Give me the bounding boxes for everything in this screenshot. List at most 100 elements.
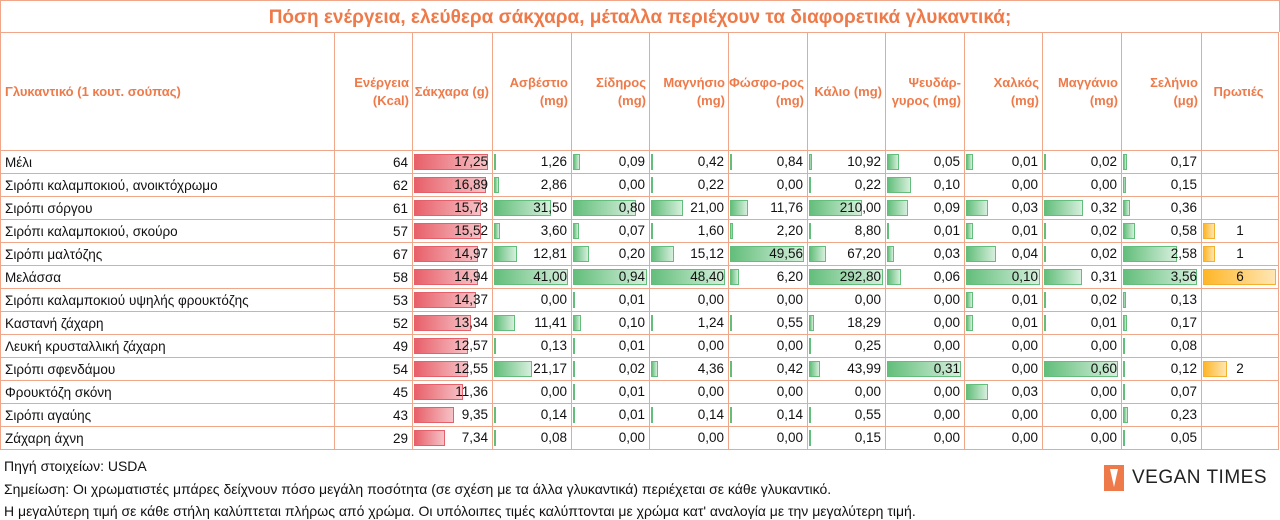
- calcium-cell: 0,13: [492, 334, 572, 358]
- calcium-value: 2,86: [540, 177, 567, 192]
- sugar-bar: [414, 177, 486, 193]
- phosphorus-value: 0,00: [776, 384, 803, 399]
- calcium-cell: 2,86: [492, 173, 572, 197]
- iron-bar: [573, 154, 580, 170]
- manganese-value: 0,00: [1090, 338, 1117, 353]
- magnesium-value: 15,12: [690, 246, 724, 261]
- copper-cell: 0,00: [964, 426, 1043, 450]
- table-row: Μελάσσα 58 14,94 41,00 0,94 48,40 6,20 292,80 0,…: [0, 265, 1279, 289]
- iron-value: 0,10: [618, 315, 645, 330]
- magnesium-cell: 0,14: [649, 403, 729, 427]
- sulfur-value: 0,00: [933, 338, 960, 353]
- manganese-cell: 0,01: [1042, 311, 1122, 335]
- calcium-value: 0,14: [540, 407, 567, 422]
- calcium-cell: 41,00: [492, 265, 572, 289]
- iron-cell: 0,09: [571, 150, 650, 174]
- calcium-bar: [494, 269, 568, 285]
- calcium-value: 0,08: [540, 430, 567, 445]
- table-row: Μέλι 64 17,25 1,26 0,09 0,42 0,84 10,92 0,05 0,01…: [0, 150, 1279, 174]
- selenium-value: 0,36: [1170, 200, 1197, 215]
- table-row: Σιρόπι καλαμποκιού υψηλής φρουκτόζης 53 14…: [0, 288, 1279, 312]
- manganese-bar: [1044, 269, 1082, 285]
- iron-value: 0,94: [618, 269, 645, 284]
- table-row: Καστανή ζάχαρη 52 13,34 11,41 0,10 1,24 0,55 18…: [0, 311, 1279, 335]
- priorities-cell: [1201, 150, 1279, 174]
- phosphorus-value: 0,00: [776, 292, 803, 307]
- selenium-value: 0,58: [1170, 223, 1197, 238]
- sulfur-cell: 0,00: [885, 426, 965, 450]
- priorities-bar: [1203, 361, 1227, 377]
- selenium-bar: [1123, 430, 1125, 446]
- iron-bar: [573, 223, 579, 239]
- magnesium-cell: 0,00: [649, 334, 729, 358]
- manganese-cell: 0,60: [1042, 357, 1122, 381]
- column-header-energy: Ενέργεια (Kcal): [334, 32, 413, 151]
- magnesium-bar: [651, 177, 653, 193]
- sugar-cell: 7,34: [412, 426, 493, 450]
- phosphorus-cell: 11,76: [728, 196, 808, 220]
- iron-value: 0,01: [618, 384, 645, 399]
- iron-value: 0,01: [618, 338, 645, 353]
- sugar-bar: [414, 223, 481, 239]
- energy-value: 53: [334, 288, 413, 312]
- magnesium-cell: 4,36: [649, 357, 729, 381]
- iron-value: 0,80: [618, 200, 645, 215]
- phosphorus-bar: [730, 315, 732, 331]
- iron-bar: [573, 315, 581, 331]
- calcium-cell: 0,14: [492, 403, 572, 427]
- phosphorus-cell: 49,56: [728, 242, 808, 266]
- manganese-value: 0,02: [1090, 223, 1117, 238]
- sugar-cell: 9,35: [412, 403, 493, 427]
- copper-bar: [966, 384, 988, 400]
- selenium-bar: [1123, 177, 1126, 193]
- copper-value: 0,01: [1011, 223, 1038, 238]
- sulfur-cell: 0,00: [885, 380, 965, 404]
- sugar-value: 11,36: [455, 384, 488, 399]
- phosphorus-value: 2,20: [776, 223, 803, 238]
- sugar-value: 12,57: [454, 338, 488, 353]
- iron-cell: 0,01: [571, 403, 650, 427]
- potassium-value: 18,29: [847, 315, 881, 330]
- sugar-bar: [414, 407, 454, 423]
- sugar-bar: [414, 246, 478, 262]
- sulfur-value: 0,00: [933, 292, 960, 307]
- manganese-cell: 0,00: [1042, 426, 1122, 450]
- manganese-bar: [1044, 200, 1083, 216]
- energy-value: 62: [334, 173, 413, 197]
- calcium-cell: 21,17: [492, 357, 572, 381]
- phosphorus-cell: 0,84: [728, 150, 808, 174]
- sugar-cell: 12,55: [412, 357, 493, 381]
- iron-value: 0,07: [618, 223, 645, 238]
- energy-value: 45: [334, 380, 413, 404]
- iron-cell: 0,07: [571, 219, 650, 243]
- column-header-phosphorus: Φώσφο-ρος (mg): [728, 32, 808, 151]
- iron-value: 0,01: [618, 292, 645, 307]
- sugar-bar: [414, 430, 445, 446]
- calcium-bar: [494, 407, 496, 423]
- selenium-bar: [1123, 200, 1130, 216]
- sulfur-value: 0,03: [933, 246, 960, 261]
- manganese-value: 0,00: [1090, 407, 1117, 422]
- manganese-cell: 0,02: [1042, 150, 1122, 174]
- sweeteners-table: Γλυκαντικό (1 κουτ. σούπας) Ενέργεια (Kca…: [0, 32, 1279, 450]
- sweetener-name: Μελάσσα: [0, 265, 335, 289]
- potassium-cell: 0,22: [807, 173, 886, 197]
- potassium-cell: 67,20: [807, 242, 886, 266]
- calcium-bar: [494, 430, 496, 446]
- energy-value: 64: [334, 150, 413, 174]
- priorities-bar: [1203, 246, 1215, 262]
- sweetener-name: Σιρόπι μαλτόζης: [0, 242, 335, 266]
- sulfur-value: 0,05: [933, 154, 960, 169]
- manganese-cell: 0,31: [1042, 265, 1122, 289]
- sugar-cell: 15,52: [412, 219, 493, 243]
- manganese-cell: 0,02: [1042, 288, 1122, 312]
- sugar-value: 16,89: [454, 177, 488, 192]
- copper-value: 0,00: [1011, 430, 1038, 445]
- magnesium-value: 0,22: [697, 177, 724, 192]
- column-header-copper: Χαλκός (mg): [964, 32, 1043, 151]
- sugar-value: 7,34: [461, 430, 488, 445]
- sugar-cell: 14,94: [412, 265, 493, 289]
- manganese-cell: 0,00: [1042, 380, 1122, 404]
- copper-value: 0,03: [1011, 384, 1038, 399]
- sulfur-value: 0,10: [933, 177, 960, 192]
